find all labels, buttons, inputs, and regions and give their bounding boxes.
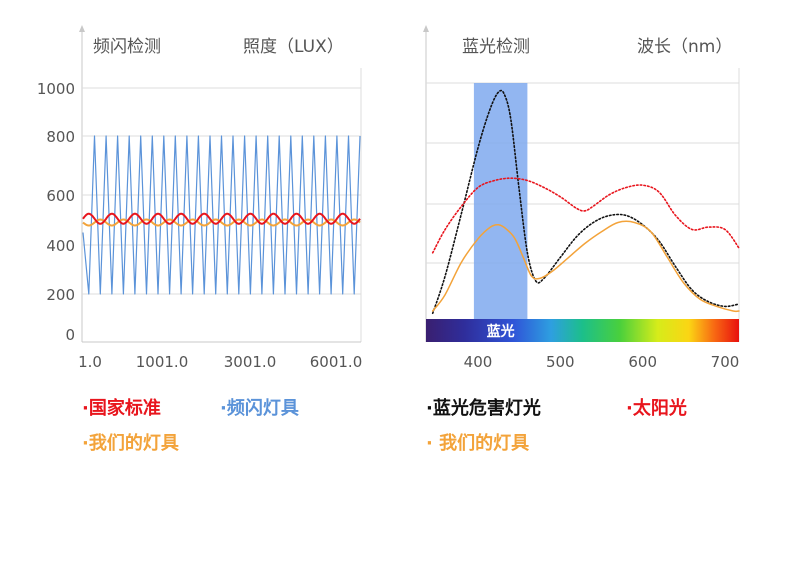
blue-chart-ylabel: 波长（nm） xyxy=(637,37,732,57)
flicker-y-tick-label: 1000 xyxy=(37,80,75,98)
legend-standard: ·国家标准 xyxy=(82,398,161,419)
flicker-chart-ylabel: 照度（LUX） xyxy=(243,37,344,57)
flicker-x-tick-label: 6001.0 xyxy=(310,353,363,371)
blue-x-tick-label: 700 xyxy=(711,353,740,371)
blue-light-band-label: 蓝光 xyxy=(487,323,515,340)
flicker-series-flicker-lamp xyxy=(82,135,361,295)
legend-sunlight: ·太阳光 xyxy=(626,398,687,419)
blue-series-sunlight xyxy=(431,177,740,254)
spectrum-bar xyxy=(426,319,739,342)
legend-our-lamp-flicker: ·我们的灯具 xyxy=(82,433,179,454)
blue-x-tick-label: 500 xyxy=(546,353,575,371)
legend-blue-hazard: ·蓝光危害灯光 xyxy=(426,398,541,419)
flicker-series-standard xyxy=(82,212,361,225)
flicker-y-axis-arrow-icon xyxy=(79,25,85,32)
flicker-x-tick-label: 1001.0 xyxy=(136,353,189,371)
flicker-x-tick-label: 1.0 xyxy=(78,353,102,371)
flicker-x-tick-label: 3001.0 xyxy=(224,353,277,371)
flicker-y-tick-label: 400 xyxy=(46,237,75,255)
blue-chart-title: 蓝光检测 xyxy=(462,37,530,57)
legend-our-lamp-blue: · 我们的灯具 xyxy=(426,433,530,454)
flicker-y-tick-label: 0 xyxy=(65,326,75,344)
blue-x-tick-label: 600 xyxy=(628,353,657,371)
flicker-y-tick-label: 200 xyxy=(46,286,75,304)
blue-x-tick-label: 400 xyxy=(464,353,493,371)
flicker-y-tick-label: 800 xyxy=(46,128,75,146)
flicker-series-our-lamp xyxy=(82,218,361,227)
blue-light-chart: 蓝光 400 500 600 700 蓝光检测 波长（nm） xyxy=(423,25,740,371)
flicker-chart-title: 频闪检测 xyxy=(93,37,161,57)
blue-y-axis-arrow-icon xyxy=(423,25,429,32)
legend-flicker-lamp: ·频闪灯具 xyxy=(220,398,299,419)
flicker-y-tick-label: 600 xyxy=(46,187,75,205)
blue-series-our-lamp xyxy=(431,220,740,313)
blue-light-band xyxy=(473,83,528,319)
